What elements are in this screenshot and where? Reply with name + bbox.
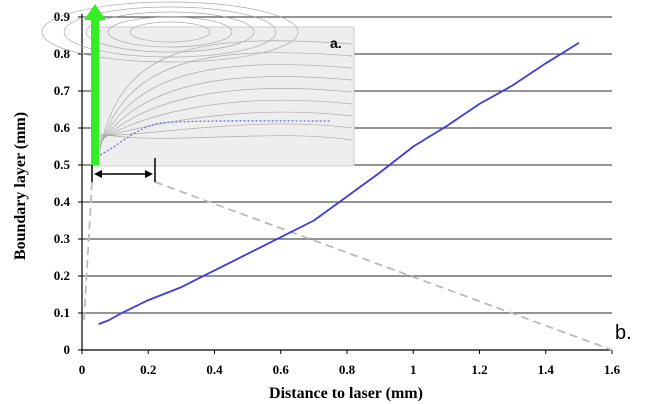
- x-tick-label: 0: [79, 362, 86, 377]
- y-tick-label: 0.5: [54, 157, 71, 172]
- x-tick-label: 1.4: [538, 362, 555, 377]
- y-tick-label: 0.6: [54, 120, 71, 135]
- projection-dashed-line: [154, 181, 613, 351]
- inset-contour: [99, 99, 353, 141]
- x-tick-label: 1.2: [471, 362, 487, 377]
- inset-contour: [85, 11, 255, 53]
- inset-projection-lines: [83, 181, 613, 351]
- inset-contour: [63, 6, 277, 58]
- inset-contour: [99, 88, 353, 143]
- panel-label-a: a.: [330, 35, 342, 51]
- inset-boundary-dotted-line: [99, 120, 331, 156]
- inset-contour: [41, 1, 299, 63]
- x-axis-title: Distance to laser (mm): [269, 385, 423, 402]
- x-tick-label: 0.4: [206, 362, 223, 377]
- series: [98, 42, 580, 325]
- panel-label-b: b.: [615, 322, 632, 344]
- distance-double-arrow-icon: [91, 158, 156, 182]
- y-tick-label: 0.9: [54, 9, 71, 24]
- x-tick-label: 0.6: [273, 362, 290, 377]
- tick-labels: 00.10.20.30.40.50.60.70.80.90 0.2 0.4 0.6 0.…: [54, 9, 621, 377]
- projection-dashed-line: [83, 181, 93, 321]
- inset-contour-lines: [41, 1, 353, 151]
- inset-contour: [107, 16, 233, 48]
- y-tick-label: 0.4: [54, 194, 71, 209]
- x-tick-label: 0.2: [140, 362, 156, 377]
- inset-contour: [99, 111, 353, 139]
- inset-contour: [129, 21, 211, 43]
- y-tick-label: 0.2: [54, 268, 70, 283]
- y-tick-label: 0: [64, 342, 71, 357]
- inset-contour: [99, 64, 353, 147]
- inset-contour: [99, 52, 353, 149]
- y-tick-label: 0.3: [54, 231, 71, 246]
- inset-contour: [99, 123, 353, 137]
- x-tick-label: 1.6: [604, 362, 621, 377]
- series-line: [98, 42, 580, 325]
- y-tick-label: 0.7: [54, 83, 71, 98]
- x-tick-label: 1: [410, 362, 417, 377]
- green-arrow-icon: [84, 4, 106, 165]
- inset-contour: [99, 76, 353, 145]
- inset-flow-field: a.: [41, 1, 355, 167]
- x-tick-label: 0.8: [339, 362, 356, 377]
- axes: [78, 14, 613, 354]
- y-axis-title: Boundary layer (mm): [12, 112, 29, 260]
- y-tick-label: 0.1: [54, 305, 70, 320]
